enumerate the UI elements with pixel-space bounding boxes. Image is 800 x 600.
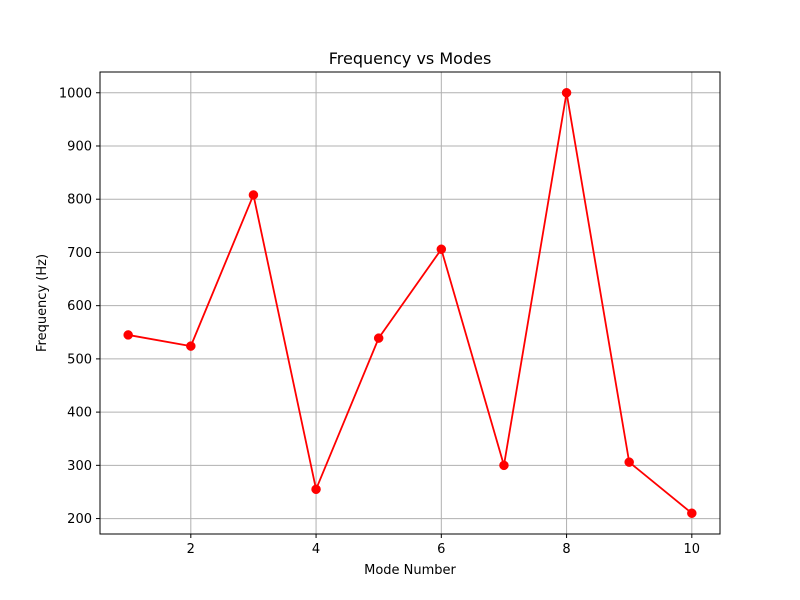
data-point <box>248 190 259 200</box>
data-point <box>373 333 384 343</box>
chart-title: Frequency vs Modes <box>329 49 492 68</box>
x-tick-label: 8 <box>562 542 570 557</box>
data-point <box>311 484 321 495</box>
y-tick-label: 200 <box>67 512 92 527</box>
grid <box>100 72 720 534</box>
y-tick-label: 300 <box>67 459 92 474</box>
y-axis-label: Frequency (Hz) <box>35 254 50 352</box>
x-tick-label: 6 <box>437 542 445 557</box>
series-group <box>123 88 697 518</box>
data-point <box>499 460 509 471</box>
y-tick-label: 1000 <box>59 86 92 101</box>
x-tick-label: 4 <box>312 542 320 557</box>
x-tick-label: 2 <box>187 542 195 557</box>
x-axis-label: Mode Number <box>364 563 456 578</box>
y-tick-label: 600 <box>67 299 92 314</box>
data-point <box>436 244 447 254</box>
plot-area-frame <box>99 71 721 535</box>
y-tick-label: 400 <box>67 406 92 421</box>
data-point <box>624 457 634 467</box>
y-tick-label: 700 <box>67 246 92 261</box>
y-tick-label: 900 <box>67 139 92 154</box>
y-tick-label: 500 <box>67 352 92 367</box>
series-line <box>128 91 693 514</box>
ticks: 2 4 6 8 10 200 300 400 500 600 700 800 900 1000 <box>59 86 700 557</box>
data-point <box>123 330 133 340</box>
data-point <box>186 341 196 351</box>
data-point <box>561 88 572 98</box>
data-point <box>687 508 697 518</box>
y-tick-label: 800 <box>67 193 92 208</box>
x-tick-label: 10 <box>684 542 701 557</box>
